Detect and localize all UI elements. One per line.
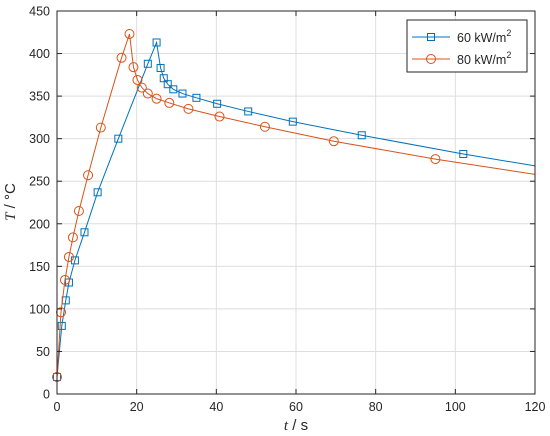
legend-text-60: 60 kW/m: [457, 31, 506, 45]
data-point: [192, 93, 201, 102]
data-point: [328, 136, 339, 147]
tick-labels: 0 20 40 60 80 100 120 0 50 100 150 200 250 300 350 400 4…: [29, 5, 545, 415]
data-point: [128, 62, 139, 73]
data-point: [459, 149, 468, 158]
legend-text-80: 80 kW/m: [457, 53, 506, 67]
data-point: [114, 134, 123, 143]
x-tick-label: 100: [445, 400, 466, 414]
x-tick-label: 0: [54, 400, 61, 414]
x-tick-label: 120: [525, 400, 546, 414]
legend-sup-60: 2: [506, 28, 511, 38]
x-tick-label: 40: [209, 400, 223, 414]
y-axis-unit: °C: [2, 183, 19, 200]
grid: [57, 11, 535, 394]
x-tick-label: 20: [130, 400, 144, 414]
data-point: [430, 154, 441, 165]
data-point: [288, 117, 297, 126]
x-tick-label: 60: [289, 400, 303, 414]
data-point: [93, 188, 102, 197]
data-point: [55, 307, 66, 318]
y-tick-label: 200: [29, 217, 50, 231]
data-point: [244, 107, 253, 116]
data-point: [259, 121, 270, 132]
series-line: [56, 33, 536, 378]
y-axis-var: T: [3, 211, 19, 221]
y-tick-label: 50: [36, 345, 50, 359]
data-point: [70, 256, 79, 265]
legend-sup-80: 2: [506, 50, 511, 60]
legend: 60 kW/m2 80 kW/m2: [406, 19, 528, 73]
data-point: [169, 85, 178, 94]
y-tick-label: 150: [29, 260, 50, 274]
data-point: [178, 89, 187, 98]
y-tick-label: 350: [29, 90, 50, 104]
y-axis-label: T / °C: [2, 183, 19, 221]
data-point: [95, 122, 106, 133]
ticks: [56, 10, 536, 395]
legend-box: [406, 19, 528, 73]
legend-label-60: 60 kW/m2: [457, 28, 511, 45]
data-point: [213, 99, 222, 108]
data-point: [151, 93, 162, 104]
data-point: [73, 206, 84, 217]
legend-label-80: 80 kW/m2: [457, 50, 511, 67]
legend-marker-60: [427, 33, 435, 41]
x-axis-var: t: [284, 418, 289, 434]
series-layer: [52, 28, 536, 382]
x-tick-label: 80: [369, 400, 383, 414]
y-tick-label: 100: [29, 302, 50, 316]
data-point: [156, 64, 165, 73]
data-point: [67, 232, 78, 243]
data-point: [152, 38, 161, 47]
data-point: [164, 97, 175, 108]
data-point: [63, 251, 74, 262]
data-point: [143, 59, 152, 68]
data-point: [163, 80, 172, 89]
data-point: [357, 131, 366, 140]
y-tick-label: 300: [29, 132, 50, 146]
y-tick-label: 0: [43, 388, 50, 402]
data-point: [116, 52, 127, 63]
data-point: [183, 103, 194, 114]
x-axis-unit: s: [301, 417, 309, 434]
y-tick-label: 450: [29, 5, 50, 19]
data-point: [142, 88, 153, 99]
series-0: [53, 38, 536, 381]
y-tick-label: 250: [29, 175, 50, 189]
series-line: [56, 40, 536, 378]
data-point: [57, 321, 66, 330]
data-point: [136, 82, 147, 93]
y-tick-label: 400: [29, 47, 50, 61]
data-point: [59, 274, 70, 285]
data-point: [80, 228, 89, 237]
data-point: [83, 170, 94, 181]
data-point: [214, 111, 225, 122]
legend-marker-80: [426, 54, 436, 64]
x-axis-label: t / s: [284, 417, 308, 434]
data-point: [124, 28, 135, 39]
data-point: [132, 74, 143, 85]
